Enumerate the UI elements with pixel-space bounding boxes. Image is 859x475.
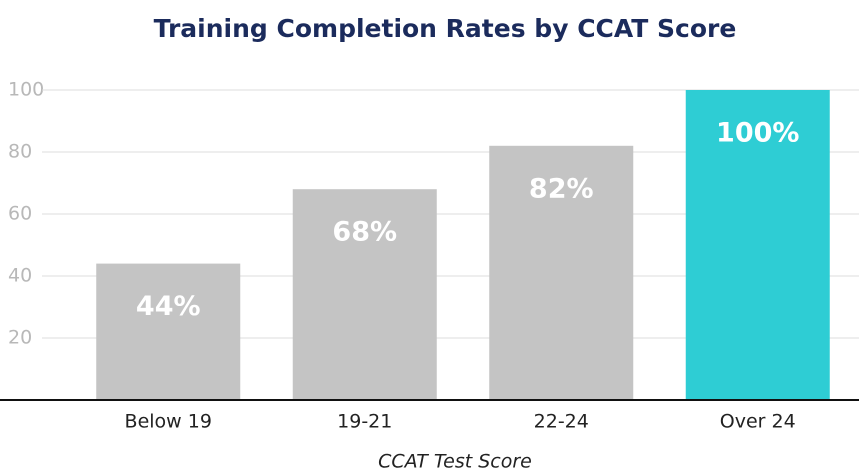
- y-tick-label: 100: [8, 79, 44, 101]
- value-label: 100%: [716, 118, 799, 149]
- bar: [685, 90, 830, 400]
- value-label: 68%: [332, 217, 397, 248]
- bar: [292, 189, 437, 400]
- y-tick-label: 40: [8, 265, 32, 287]
- y-tick-label: 60: [8, 203, 32, 225]
- x-tick-label: Over 24: [720, 411, 796, 433]
- value-label: 44%: [136, 291, 201, 322]
- x-tick-label: 19-21: [337, 411, 392, 433]
- x-axis-label: CCAT Test Score: [378, 451, 532, 473]
- y-tick-label: 20: [8, 327, 32, 349]
- x-tick-label: 22-24: [534, 411, 589, 433]
- x-tick-label: Below 19: [125, 411, 212, 433]
- chart-title: Training Completion Rates by CCAT Score: [154, 14, 737, 43]
- bar: [96, 263, 241, 400]
- value-label: 82%: [529, 173, 594, 204]
- bar: [489, 145, 634, 400]
- y-tick-label: 80: [8, 141, 32, 163]
